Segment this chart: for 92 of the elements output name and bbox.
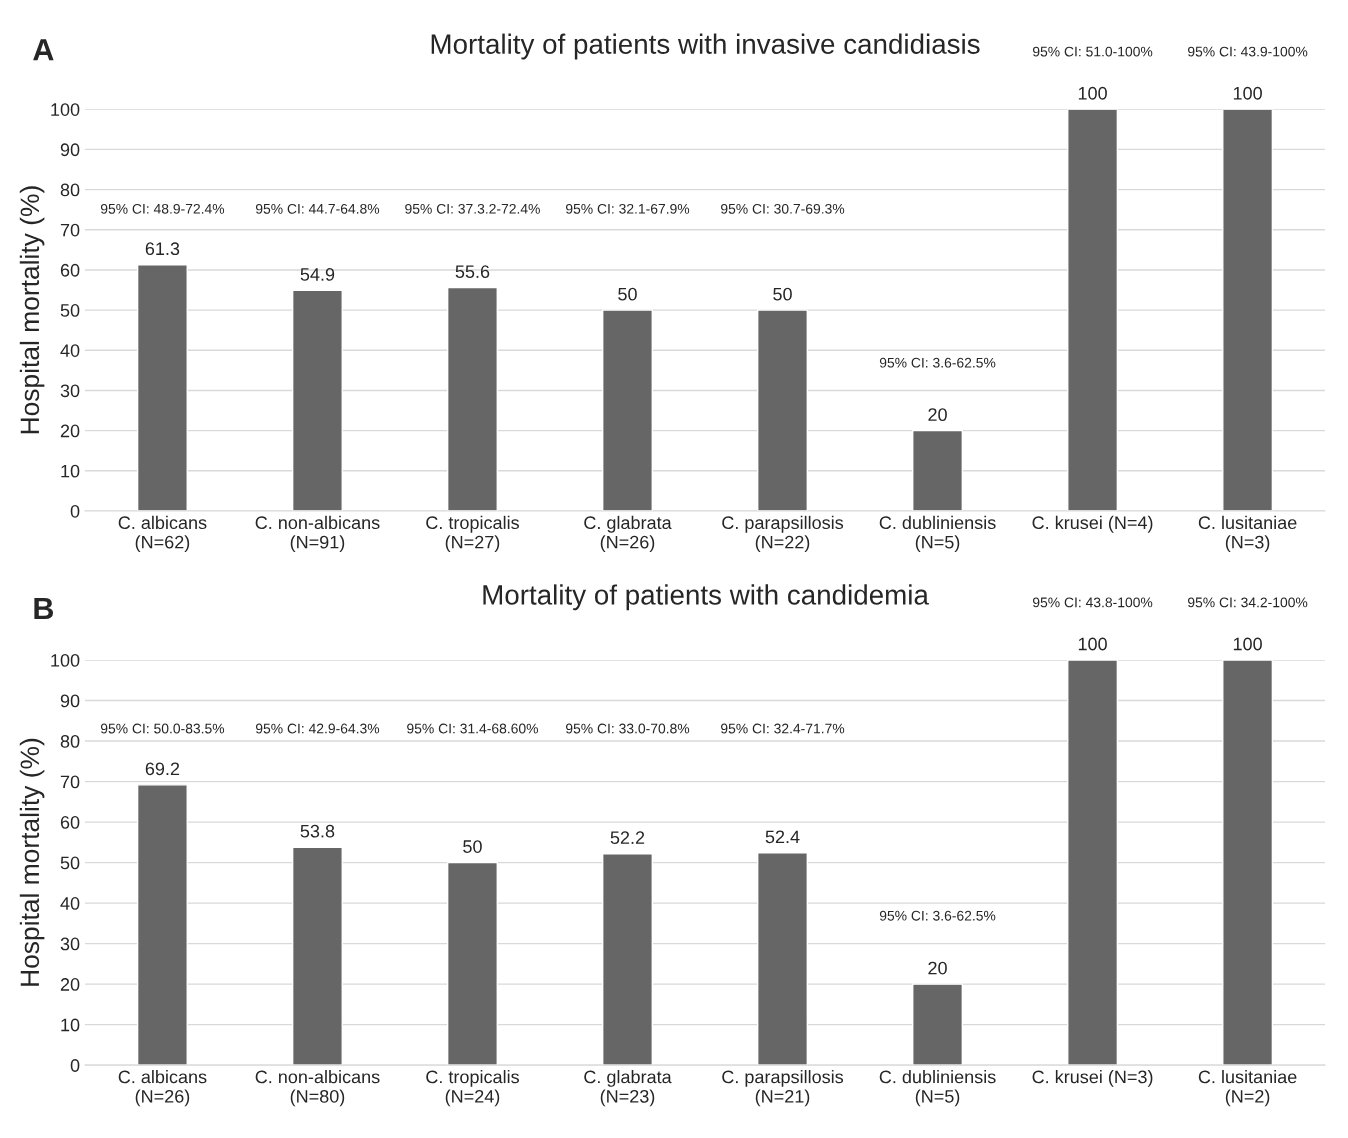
y-tick-label: 50 [60, 304, 80, 317]
annotation: 95% CI: 30.7-69.3% [721, 203, 845, 214]
data-label: 54.9 [300, 268, 335, 281]
bar [1067, 109, 1119, 511]
y-tick-label: 70 [60, 775, 80, 789]
x-tick-label: C. non-albicans (N=91) [255, 515, 380, 553]
y-tick-label: 30 [60, 937, 80, 951]
x-tick-label: C. glabrata (N=26) [584, 515, 672, 553]
text: B [34, 597, 54, 620]
bar [601, 309, 653, 511]
y-tick-label: 100 [51, 103, 80, 116]
annotation: 95% CI: 32.4-71.7% [721, 723, 845, 734]
x-tick-label: C. parapsillosis (N=22) [722, 515, 844, 553]
x-tick-label: C. albicans (N=26) [118, 1070, 207, 1107]
annotation: 95% CI: 48.9-72.4% [100, 203, 225, 214]
y-tick-label: 60 [60, 263, 80, 277]
data-label: 100 [1078, 637, 1107, 651]
y-tick-label: 60 [60, 816, 80, 829]
y-tick-label: 40 [60, 897, 80, 910]
y-tick-label: 90 [60, 143, 80, 157]
bar [912, 983, 964, 1066]
y-tick-label: 0 [70, 1059, 80, 1072]
x-tick-label: C. dubliniensis (N=5) [879, 515, 996, 553]
y-tick-label: 100 [51, 653, 80, 667]
bar [291, 289, 343, 511]
y-axis-title: Hospital mortality (%) [19, 738, 45, 986]
bar [446, 861, 498, 1066]
y-tick-label: 10 [61, 464, 80, 478]
bar [291, 846, 343, 1066]
annotation: 95% CI: 33.0-70.8% [566, 723, 690, 734]
data-label: 20 [928, 961, 947, 975]
data-label: 55.6 [455, 265, 490, 279]
x-tick-label: C. krusei (N=3) [1032, 1070, 1153, 1087]
bar [136, 784, 188, 1066]
y-tick-label: 30 [60, 384, 80, 398]
text: A [33, 39, 54, 61]
annotation: 95% CI: 3.6-62.5% [879, 910, 996, 921]
y-tick-label: 20 [60, 978, 80, 991]
y-tick-label: 10 [61, 1018, 80, 1032]
annotation: 95% CI: 44.7-64.8% [255, 203, 380, 214]
y-tick-label: 50 [60, 856, 80, 870]
y-axis-title: Hospital mortality (%) [19, 186, 45, 434]
x-tick-label: C. albicans (N=62) [118, 515, 207, 553]
y-tick-label: 70 [60, 223, 80, 237]
x-tick-label: C. parapsillosis (N=21) [722, 1070, 844, 1107]
bar [446, 286, 498, 511]
y-tick-label: 80 [60, 735, 80, 748]
bar [1067, 660, 1119, 1066]
text: 95% CI: 43.8-100% [1032, 597, 1153, 608]
annotation: 95% CI: 32.1-67.9% [566, 203, 690, 214]
data-label: 100 [1233, 637, 1262, 651]
data-label: 61.3 [145, 242, 180, 256]
x-tick-label: C. non-albicans (N=80) [255, 1070, 380, 1107]
x-tick-label: C. tropicalis (N=24) [426, 1070, 519, 1107]
x-tick-label: C. krusei (N=4) [1032, 515, 1153, 533]
bar [136, 264, 188, 511]
annotation: 95% CI: 3.6-62.5% [879, 357, 996, 368]
data-label: 50 [773, 287, 792, 301]
bar [757, 309, 809, 511]
annotation: 95% CI: 42.9-64.3% [255, 723, 380, 734]
chart-title: Mortality of patients with invasive candidiasis [431, 33, 980, 60]
y-tick-label: 40 [60, 344, 80, 357]
text: 95% CI: 51.0-100% [1032, 46, 1153, 57]
data-label: 50 [463, 840, 482, 853]
data-label: 69.2 [145, 762, 180, 776]
y-tick-label: 80 [60, 183, 80, 197]
data-label: 100 [1078, 86, 1107, 100]
data-label: 100 [1233, 86, 1262, 100]
data-label: 53.8 [300, 824, 335, 838]
annotation: 95% CI: 31.4-68.60% [407, 723, 538, 734]
bar [1222, 660, 1274, 1066]
x-tick-label: C. dubliniensis (N=5) [879, 1070, 996, 1107]
y-tick-label: 20 [60, 424, 80, 438]
text: 95% CI: 43.9-100% [1188, 46, 1308, 57]
text: 95% CI: 34.2-100% [1188, 597, 1308, 608]
bar [912, 429, 964, 511]
x-tick-label: C. tropicalis (N=27) [426, 515, 519, 553]
annotation: 95% CI: 50.0-83.5% [100, 723, 225, 734]
data-label: 52.4 [765, 830, 800, 844]
annotation: 95% CI: 37.3.2-72.4% [405, 203, 540, 214]
x-tick-label: C. lusitaniae (N=2) [1198, 1070, 1297, 1107]
data-label: 20 [928, 408, 947, 422]
data-label: 52.2 [610, 831, 645, 845]
x-tick-label: C. lusitaniae (N=3) [1198, 515, 1297, 553]
x-tick-label: C. glabrata (N=23) [584, 1070, 672, 1107]
y-tick-label: 0 [70, 504, 80, 518]
bar [601, 852, 653, 1066]
y-tick-label: 90 [60, 694, 80, 708]
bar [1222, 109, 1274, 511]
bar [757, 852, 809, 1066]
data-label: 50 [618, 287, 637, 301]
chart-title: Mortality of patients with candidemia [483, 584, 929, 611]
